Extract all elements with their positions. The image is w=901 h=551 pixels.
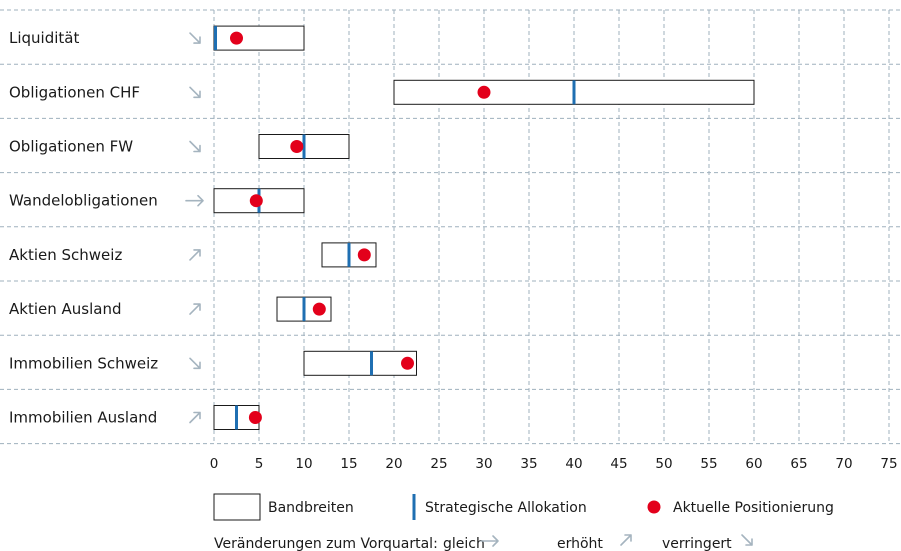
current-position-dot (401, 356, 414, 370)
band-range-bar (213, 25, 305, 51)
arrow-down-right-icon (189, 32, 201, 44)
category-row: Wandelobligationen (9, 188, 305, 214)
legend: Bandbreiten Strategische Allokation Aktu… (213, 493, 834, 521)
band-range-bar (303, 350, 417, 376)
x-tick-label: 0 (210, 456, 219, 472)
footer-same-label: gleich (443, 536, 485, 551)
category-label: Immobilien Ausland (9, 409, 157, 427)
arrow-down-right-icon (189, 86, 201, 99)
category-row: Liquidität (9, 25, 305, 51)
footer-prefix: Veränderungen zum Vorquartal: (214, 536, 438, 551)
footer-down-label: verringert (662, 536, 732, 551)
category-label: Immobilien Schweiz (9, 354, 158, 372)
x-tick-label: 25 (430, 456, 447, 472)
x-tick-label: 20 (385, 456, 402, 472)
category-label: Aktien Ausland (9, 300, 121, 318)
category-row: Obligationen CHF (9, 79, 755, 105)
category-label: Wandelobligationen (9, 192, 158, 210)
x-tick-label: 45 (610, 456, 627, 472)
current-position-dot (248, 411, 262, 424)
current-position-dot (312, 302, 326, 316)
legend-band-label: Bandbreiten (268, 500, 354, 516)
x-tick-label: 55 (700, 456, 717, 472)
category-row: Immobilien Schweiz (9, 350, 417, 376)
x-tick-label: 35 (520, 456, 537, 472)
category-label: Liquidität (9, 29, 79, 47)
legend-current-label: Aktuelle Positionierung (673, 500, 834, 516)
arrow-down-right-icon (189, 140, 201, 153)
x-tick-label: 65 (790, 456, 807, 472)
x-tick-label: 15 (340, 456, 357, 472)
category-label: Obligationen FW (9, 138, 133, 156)
arrow-up-right-icon (620, 534, 632, 546)
arrow-down-right-icon (741, 534, 753, 546)
arrow-down-right-icon (189, 357, 201, 370)
category-rows: Liquidität Obligationen CHF Obligationen F… (9, 25, 755, 430)
category-label: Aktien Schweiz (9, 246, 122, 264)
x-axis-ticks: 0 5 10 15 20 25 30 35 40 45 50 55 60 65 70 75 (210, 456, 898, 472)
category-row: Immobilien Ausland (9, 405, 262, 430)
change-legend: Veränderungen zum Vorquartal: gleich erh… (214, 534, 753, 551)
footer-up-label: erhöht (557, 536, 603, 551)
x-tick-label: 50 (655, 456, 672, 472)
x-tick-label: 10 (295, 456, 312, 472)
x-tick-label: 70 (835, 456, 852, 472)
arrow-right-icon (185, 194, 204, 207)
arrow-up-right-icon (189, 249, 201, 261)
legend-strategic-label: Strategische Allokation (425, 500, 587, 516)
legend-current-swatch (647, 500, 661, 514)
arrow-up-right-icon (189, 411, 201, 424)
current-position-dot (290, 140, 304, 153)
x-tick-label: 30 (475, 456, 492, 472)
x-tick-label: 40 (565, 456, 582, 472)
current-position-dot (477, 85, 491, 99)
x-tick-label: 75 (880, 456, 897, 472)
current-position-dot (357, 248, 371, 262)
x-tick-label: 5 (255, 456, 264, 472)
current-position-dot (249, 194, 263, 208)
arrow-up-right-icon (189, 303, 201, 315)
x-tick-label: 60 (745, 456, 762, 472)
category-row: Aktien Schweiz (9, 242, 377, 268)
legend-band-swatch (213, 493, 261, 521)
category-row: Obligationen FW (9, 134, 350, 159)
horizontal-gridlines (0, 9, 901, 445)
arrow-right-icon (480, 535, 499, 547)
category-row: Aktien Ausland (9, 296, 332, 322)
current-position-dot (230, 31, 243, 45)
category-label: Obligationen CHF (9, 83, 140, 101)
